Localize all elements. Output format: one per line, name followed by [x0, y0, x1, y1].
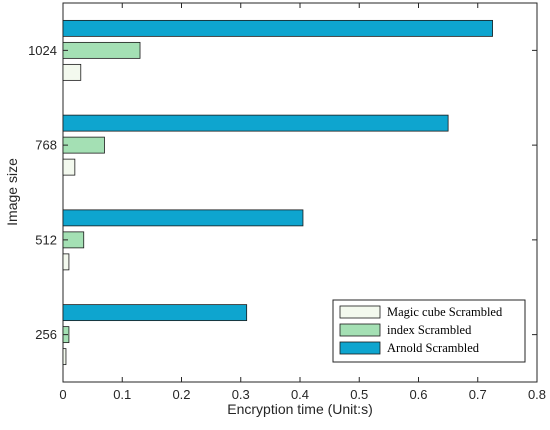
x-tick-label: 0.3	[232, 387, 250, 402]
x-tick-label: 0.6	[409, 387, 427, 402]
x-tick-label: 0.4	[291, 387, 309, 402]
bar-index-scrambled-768	[62, 136, 105, 154]
x-tick-label: 0	[59, 387, 66, 402]
y-tick-label: 512	[35, 232, 57, 247]
bar-arnold-scrambled-1024	[62, 19, 493, 37]
bar-arnold-scrambled-768	[62, 114, 449, 132]
x-tick-label: 0.1	[113, 387, 131, 402]
x-tick-label: 0.7	[469, 387, 487, 402]
legend-label: Arnold Scrambled	[387, 341, 480, 355]
y-axis-ticks: 256 512 768 1024	[28, 43, 537, 342]
legend-label: Magic cube Scrambled	[387, 305, 503, 319]
x-axis-ticks: 0 0.1 0.2 0.3 0.4 0.5 0.6 0.7 0.8	[59, 3, 546, 402]
legend: Magic cube Scrambled index Scrambled Arnol…	[332, 299, 526, 363]
bar-magic-cube-scrambled-256	[62, 348, 67, 366]
bar-arnold-scrambled-256	[62, 304, 248, 322]
bar-magic-cube-scrambled-1024	[62, 63, 82, 81]
bar-magic-cube-scrambled-768	[62, 158, 76, 176]
legend-swatch	[339, 341, 381, 355]
x-axis-label: Encryption time (Unit:s)	[227, 401, 372, 417]
legend-swatch	[339, 323, 381, 337]
bars-group	[62, 19, 493, 366]
x-tick-label: 0.2	[172, 387, 190, 402]
y-axis-label: Image size	[4, 158, 20, 226]
bar-arnold-scrambled-512	[62, 209, 304, 227]
legend-label: index Scrambled	[387, 323, 472, 337]
x-tick-label: 0.5	[350, 387, 368, 402]
legend-swatch	[339, 305, 381, 319]
y-tick-label: 768	[35, 138, 57, 153]
bar-magic-cube-scrambled-512	[62, 253, 70, 271]
x-tick-label: 0.8	[528, 387, 546, 402]
bar-index-scrambled-1024	[62, 41, 141, 59]
y-tick-label: 256	[35, 327, 57, 342]
y-tick-label: 1024	[28, 43, 57, 58]
